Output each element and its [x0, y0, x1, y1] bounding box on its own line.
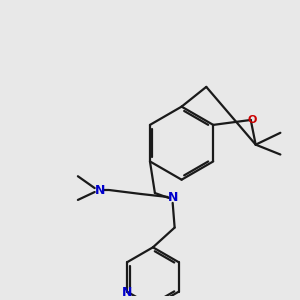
- Text: N: N: [167, 191, 178, 205]
- Text: O: O: [247, 115, 256, 125]
- Text: N: N: [94, 184, 105, 196]
- Text: N: N: [122, 286, 133, 299]
